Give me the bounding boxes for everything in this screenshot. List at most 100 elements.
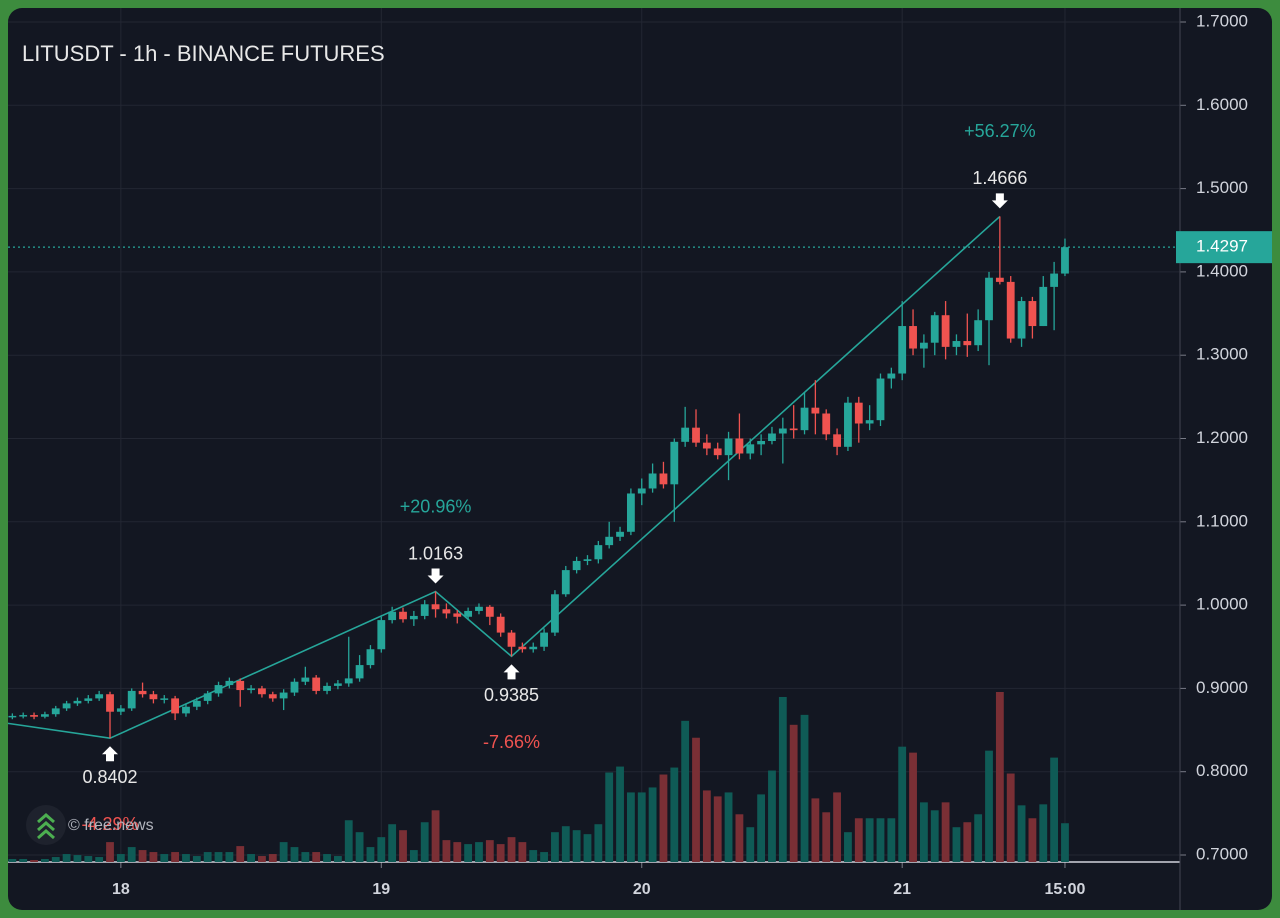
y-tick-label: 0.7000 <box>1196 844 1248 863</box>
pivot-label: 0.9385 <box>484 685 539 705</box>
candle-body <box>985 277 993 321</box>
volume-bar <box>963 822 972 862</box>
logo <box>26 805 66 845</box>
candle-body <box>518 646 527 650</box>
pivot-arrow <box>991 193 1008 209</box>
candle-body <box>355 665 364 679</box>
volume-bar <box>594 824 603 862</box>
candle-body <box>605 536 614 546</box>
candle-body <box>496 616 505 633</box>
volume-bar <box>648 787 657 862</box>
candle-body <box>323 685 331 691</box>
candle-body <box>377 620 386 650</box>
volume-bar <box>333 856 342 862</box>
candle-body <box>344 678 353 684</box>
volume-bar <box>1017 805 1026 862</box>
candle-body <box>865 420 874 424</box>
candle-body <box>19 715 28 717</box>
panel <box>8 8 1272 910</box>
candle-body <box>388 611 397 621</box>
candle-body <box>713 448 722 456</box>
volume-bar <box>572 830 581 862</box>
x-tick-label: 20 <box>633 881 651 898</box>
candle-body <box>225 680 234 686</box>
candle-body <box>572 560 581 571</box>
volume-bar <box>182 854 190 862</box>
change-label: -4.29% <box>81 814 138 834</box>
candle-body <box>1017 301 1026 339</box>
candle-body <box>1039 286 1048 327</box>
volume-bar <box>887 818 896 862</box>
volume-bar <box>95 857 104 862</box>
x-tick-label: 19 <box>372 881 390 898</box>
volume-bar <box>399 830 407 862</box>
volume-bar <box>464 844 473 862</box>
volume-bar <box>844 832 852 862</box>
volume-bar <box>475 842 483 862</box>
volume-bar <box>192 856 201 862</box>
last-price-label: 1.4297 <box>1196 237 1248 256</box>
volume-bar <box>974 814 983 862</box>
candle-body <box>822 413 831 435</box>
candle-body <box>138 690 147 695</box>
candle-body <box>540 632 548 647</box>
volume-bar <box>529 850 538 862</box>
volume-bar <box>746 827 755 862</box>
volume-bar <box>757 794 766 862</box>
candle-body <box>670 441 679 485</box>
candle-body <box>464 610 473 617</box>
candle-body <box>203 693 212 701</box>
candle-body <box>1050 273 1059 287</box>
volume-bar <box>290 847 299 862</box>
candle-body <box>887 373 896 379</box>
pivot-arrow <box>102 746 119 762</box>
candle-body <box>106 694 114 712</box>
y-tick-label: 1.7000 <box>1196 11 1248 30</box>
volume-bar <box>106 842 114 862</box>
volume-bar <box>62 854 71 862</box>
candle-body <box>409 615 418 620</box>
candle-body <box>268 694 277 699</box>
last-price-tag <box>1176 231 1272 264</box>
volume-bar <box>876 818 885 862</box>
volume-bar <box>670 767 679 862</box>
volume-bar <box>930 810 939 862</box>
volume-bar <box>171 852 180 862</box>
candle-body <box>192 700 201 707</box>
volume-bar <box>214 852 223 862</box>
volume-bar <box>540 852 548 862</box>
volume-bar <box>453 842 462 862</box>
candle-body <box>30 715 38 717</box>
volume-bar <box>507 837 516 862</box>
y-tick-label: 0.8000 <box>1196 761 1248 780</box>
candle-body <box>681 427 690 442</box>
candle-body <box>561 570 570 595</box>
volume-bar <box>1061 823 1069 862</box>
label-layer: 0.7000 0.8000 0.9000 1.0000 1.1000 1.2000 1.30… <box>81 11 1272 898</box>
candle-body <box>941 315 950 347</box>
candle-body <box>844 402 852 447</box>
candle-body <box>51 708 60 715</box>
candle-body <box>637 488 646 494</box>
x-tick-label: 15:00 <box>1045 881 1086 898</box>
candle-body <box>182 706 190 714</box>
volume-bar <box>268 854 277 862</box>
candle-body <box>431 604 440 610</box>
volume-bar <box>518 842 527 862</box>
volume-bar <box>854 818 863 862</box>
chart-title: LITUSDT - 1h - BINANCE FUTURES <box>22 41 385 66</box>
candle-body <box>659 473 668 485</box>
candle-body <box>811 407 820 414</box>
volume-bar <box>768 770 776 862</box>
candle-body <box>73 700 82 704</box>
candle-body <box>724 438 733 456</box>
volume-bar <box>8 859 17 862</box>
candle-body <box>149 694 158 700</box>
grid <box>8 8 1186 910</box>
candle-body <box>116 708 125 712</box>
candle-body <box>1061 247 1069 274</box>
volume-bar <box>203 852 212 862</box>
volume-bar <box>30 860 38 862</box>
volume-bar <box>692 737 700 862</box>
candle-body <box>366 649 375 666</box>
